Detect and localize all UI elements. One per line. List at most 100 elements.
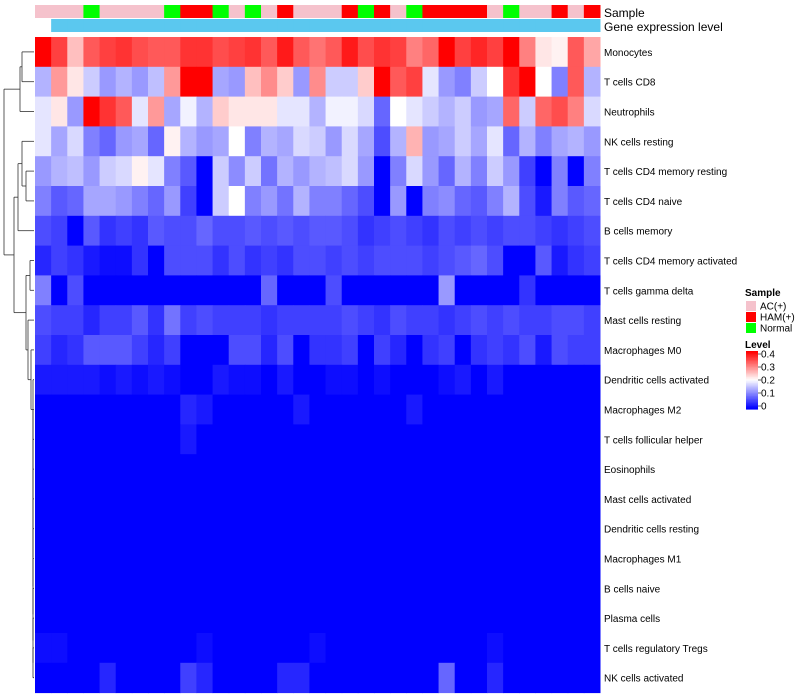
heatmap-cell bbox=[277, 66, 294, 98]
heatmap-cell bbox=[180, 126, 197, 157]
sample-annotation-cell bbox=[99, 5, 117, 18]
heatmap-cell bbox=[131, 662, 149, 694]
row-label: B cells naive bbox=[604, 584, 661, 595]
heatmap-cell bbox=[470, 275, 488, 306]
heatmap-cell bbox=[487, 96, 504, 127]
heatmap-cell bbox=[244, 37, 262, 68]
sample-annotation-cell bbox=[164, 5, 181, 18]
heatmap-cell bbox=[551, 484, 569, 515]
heatmap-cell bbox=[67, 573, 84, 604]
heatmap-cell bbox=[228, 275, 246, 306]
heatmap-cell bbox=[212, 305, 230, 336]
heatmap-cell bbox=[244, 275, 262, 306]
row-label: Macrophages M0 bbox=[604, 346, 682, 357]
level-legend-gradient-step bbox=[746, 378, 758, 381]
row-label: Monocytes bbox=[604, 48, 652, 59]
heatmap-cell bbox=[374, 543, 391, 574]
heatmap-cell bbox=[470, 364, 488, 396]
heatmap-cell bbox=[487, 335, 504, 366]
heatmap-cell bbox=[567, 394, 585, 425]
heatmap-cell bbox=[357, 662, 375, 694]
heatmap-cell bbox=[131, 364, 149, 396]
heatmap-cell bbox=[406, 66, 423, 98]
heatmap-cell bbox=[131, 633, 149, 664]
expression-annotation-cell bbox=[148, 19, 165, 32]
heatmap-cell bbox=[212, 96, 230, 127]
heatmap-cell bbox=[51, 215, 68, 247]
expression-annotation-cell bbox=[164, 19, 181, 32]
heatmap-cell bbox=[519, 186, 536, 217]
heatmap-cell bbox=[99, 513, 117, 545]
heatmap-cell bbox=[261, 633, 278, 664]
heatmap-cell bbox=[487, 573, 504, 604]
heatmap-cell bbox=[567, 335, 585, 366]
heatmap-cell bbox=[406, 215, 423, 247]
heatmap-cell bbox=[131, 156, 149, 187]
heatmap-cell bbox=[551, 245, 569, 276]
row-label: T cells regulatory Tregs bbox=[604, 644, 708, 655]
heatmap-cell bbox=[535, 215, 553, 247]
heatmap-cell bbox=[115, 513, 133, 545]
sample-annotation-bar bbox=[35, 5, 601, 32]
heatmap-cell bbox=[51, 305, 68, 336]
heatmap-cell bbox=[551, 513, 569, 545]
heatmap-cell bbox=[487, 424, 504, 455]
heatmap-cell bbox=[503, 126, 520, 157]
heatmap-cell bbox=[131, 394, 149, 425]
heatmap-cell bbox=[131, 484, 149, 515]
heatmap-cell bbox=[406, 543, 423, 574]
heatmap-cell bbox=[277, 573, 294, 604]
heatmap-cell bbox=[341, 335, 359, 366]
annotation-label-expression: Gene expression level bbox=[604, 20, 723, 34]
heatmap-cell bbox=[83, 215, 101, 247]
heatmap-cell bbox=[341, 484, 359, 515]
heatmap-cell bbox=[390, 454, 407, 485]
heatmap-cell bbox=[83, 66, 101, 98]
heatmap-cell bbox=[67, 335, 84, 366]
sample-annotation-cell bbox=[51, 5, 68, 18]
heatmap-cell bbox=[583, 126, 601, 157]
heatmap-cell bbox=[99, 66, 117, 98]
heatmap-cell bbox=[99, 126, 117, 157]
heatmap-cell bbox=[454, 275, 472, 306]
heatmap-cell bbox=[115, 215, 133, 247]
heatmap-cell bbox=[487, 633, 504, 664]
heatmap-cell bbox=[470, 573, 488, 604]
heatmap-cell bbox=[535, 245, 553, 276]
heatmap-cell bbox=[51, 364, 68, 396]
expression-annotation-cell bbox=[180, 19, 197, 32]
heatmap-cell bbox=[35, 305, 52, 336]
heatmap-cell bbox=[357, 66, 375, 98]
heatmap-cell bbox=[131, 603, 149, 634]
heatmap-cell bbox=[83, 186, 101, 217]
expression-annotation-cell bbox=[277, 19, 294, 32]
heatmap-cell bbox=[470, 454, 488, 485]
heatmap-cell bbox=[567, 543, 585, 574]
heatmap-cell bbox=[487, 215, 504, 247]
heatmap-cell bbox=[180, 66, 197, 98]
sample-annotation-cell bbox=[503, 5, 520, 18]
heatmap-cell bbox=[470, 37, 488, 68]
heatmap-cell bbox=[341, 364, 359, 396]
heatmap-cell bbox=[244, 66, 262, 98]
heatmap-cell bbox=[196, 126, 214, 157]
heatmap-cell bbox=[115, 633, 133, 664]
heatmap-cell bbox=[503, 603, 520, 634]
heatmap-cell bbox=[325, 305, 343, 336]
sample-annotation-cell bbox=[454, 5, 472, 18]
heatmap-cell bbox=[180, 305, 197, 336]
heatmap-cell bbox=[51, 573, 68, 604]
heatmap-cell bbox=[470, 335, 488, 366]
heatmap-cell bbox=[357, 335, 375, 366]
heatmap-cell bbox=[164, 662, 181, 694]
heatmap-cell bbox=[535, 186, 553, 217]
heatmap-cell bbox=[325, 275, 343, 306]
heatmap-cell bbox=[583, 394, 601, 425]
heatmap-cell bbox=[390, 364, 407, 396]
heatmap-cell bbox=[196, 96, 214, 127]
heatmap-cell bbox=[309, 543, 327, 574]
heatmap-cell bbox=[293, 454, 310, 485]
heatmap-cell bbox=[277, 126, 294, 157]
heatmap-cell bbox=[244, 96, 262, 127]
heatmap-cell bbox=[519, 96, 536, 127]
